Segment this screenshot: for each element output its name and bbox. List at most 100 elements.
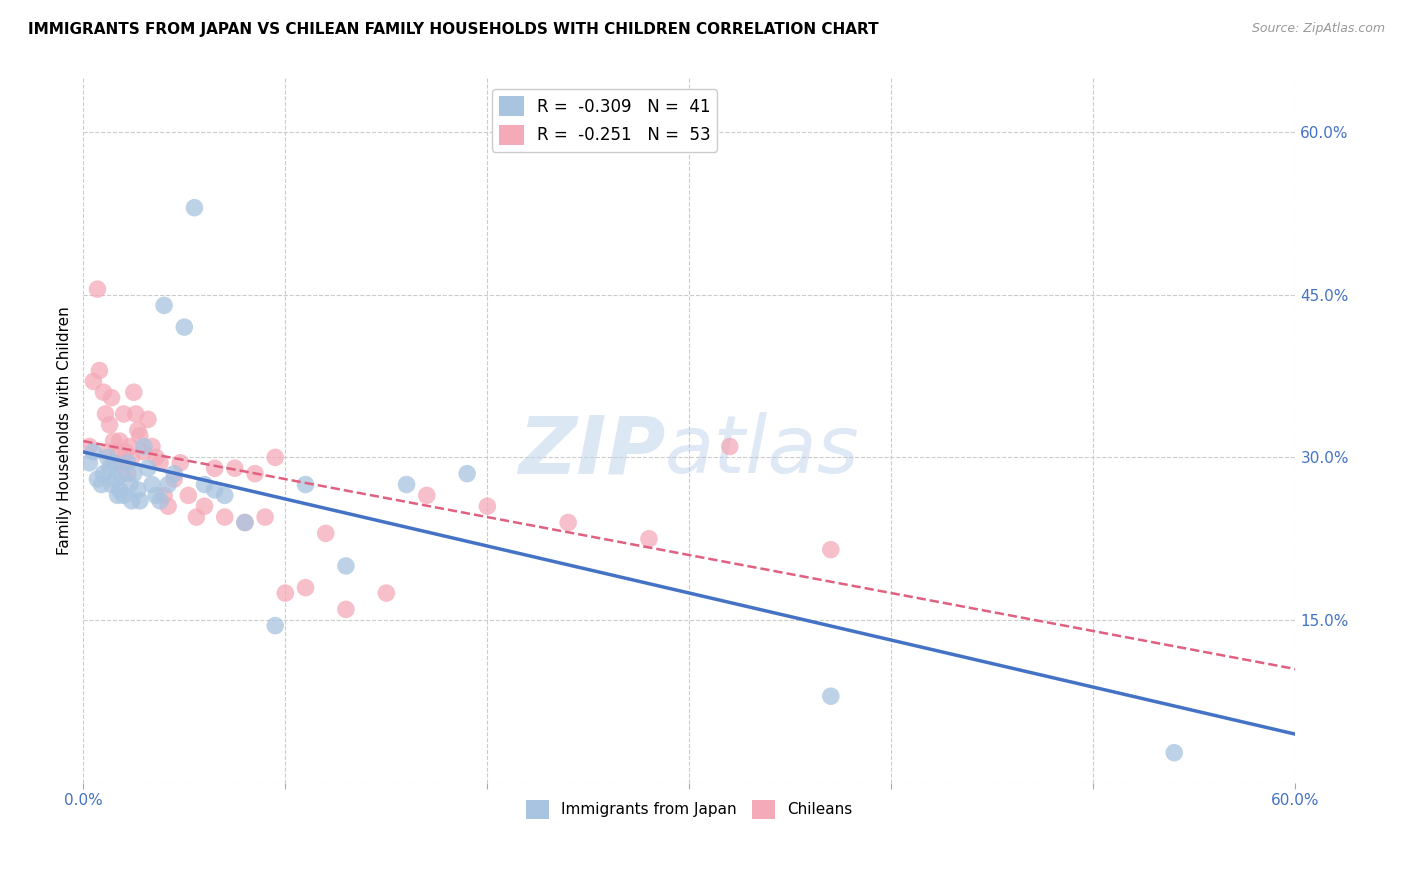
Point bbox=[204, 483, 226, 497]
Point bbox=[125, 407, 148, 421]
Point bbox=[153, 488, 176, 502]
Point bbox=[100, 477, 122, 491]
Point bbox=[233, 516, 256, 530]
Point bbox=[108, 434, 131, 449]
Point bbox=[214, 488, 236, 502]
Point bbox=[96, 450, 118, 465]
Point bbox=[104, 456, 127, 470]
Point bbox=[163, 472, 186, 486]
Point bbox=[98, 461, 121, 475]
Point bbox=[718, 440, 741, 454]
Point bbox=[103, 456, 125, 470]
Point bbox=[157, 477, 180, 491]
Point bbox=[114, 445, 136, 459]
Point bbox=[153, 298, 176, 312]
Point bbox=[82, 445, 104, 459]
Point bbox=[93, 467, 115, 481]
Point bbox=[108, 483, 131, 497]
Point bbox=[254, 510, 277, 524]
Point bbox=[204, 461, 226, 475]
Point bbox=[145, 450, 167, 465]
Point bbox=[183, 201, 205, 215]
Point bbox=[128, 428, 150, 442]
Legend: Immigrants from Japan, Chileans: Immigrants from Japan, Chileans bbox=[520, 794, 859, 825]
Point bbox=[136, 412, 159, 426]
Text: IMMIGRANTS FROM JAPAN VS CHILEAN FAMILY HOUSEHOLDS WITH CHILDREN CORRELATION CHA: IMMIGRANTS FROM JAPAN VS CHILEAN FAMILY … bbox=[28, 22, 879, 37]
Point bbox=[100, 391, 122, 405]
Point bbox=[122, 467, 145, 481]
Point bbox=[233, 516, 256, 530]
Point bbox=[820, 542, 842, 557]
Y-axis label: Family Households with Children: Family Households with Children bbox=[58, 306, 72, 555]
Point bbox=[145, 488, 167, 502]
Point bbox=[103, 434, 125, 449]
Point bbox=[173, 320, 195, 334]
Point bbox=[395, 477, 418, 491]
Point bbox=[89, 363, 111, 377]
Point bbox=[294, 581, 316, 595]
Point bbox=[141, 440, 163, 454]
Text: ZIP: ZIP bbox=[517, 412, 665, 491]
Point bbox=[638, 532, 661, 546]
Point bbox=[294, 477, 316, 491]
Point bbox=[79, 440, 101, 454]
Point bbox=[90, 477, 112, 491]
Point bbox=[193, 500, 215, 514]
Point bbox=[193, 477, 215, 491]
Point bbox=[243, 467, 266, 481]
Point bbox=[274, 586, 297, 600]
Point bbox=[214, 510, 236, 524]
Point bbox=[315, 526, 337, 541]
Point bbox=[127, 483, 149, 497]
Point bbox=[335, 558, 357, 573]
Point bbox=[128, 493, 150, 508]
Point bbox=[79, 456, 101, 470]
Point bbox=[477, 500, 499, 514]
Point bbox=[127, 423, 149, 437]
Point bbox=[224, 461, 246, 475]
Text: atlas: atlas bbox=[665, 412, 860, 491]
Point bbox=[112, 407, 135, 421]
Point bbox=[122, 385, 145, 400]
Point bbox=[169, 456, 191, 470]
Point bbox=[111, 456, 134, 470]
Point bbox=[375, 586, 398, 600]
Point bbox=[163, 467, 186, 481]
Point bbox=[264, 618, 287, 632]
Point bbox=[96, 445, 118, 459]
Point bbox=[107, 445, 129, 459]
Point bbox=[82, 375, 104, 389]
Point bbox=[118, 440, 141, 454]
Point bbox=[118, 477, 141, 491]
Point bbox=[1163, 746, 1185, 760]
Point bbox=[177, 488, 200, 502]
Point bbox=[104, 472, 127, 486]
Point bbox=[98, 417, 121, 432]
Point bbox=[86, 282, 108, 296]
Point bbox=[136, 461, 159, 475]
Point bbox=[157, 500, 180, 514]
Point bbox=[335, 602, 357, 616]
Point bbox=[557, 516, 579, 530]
Point bbox=[86, 472, 108, 486]
Point bbox=[264, 450, 287, 465]
Point bbox=[820, 689, 842, 703]
Point bbox=[456, 467, 478, 481]
Point bbox=[132, 440, 155, 454]
Point bbox=[132, 445, 155, 459]
Point bbox=[121, 450, 143, 465]
Point bbox=[416, 488, 439, 502]
Point bbox=[93, 385, 115, 400]
Point bbox=[141, 477, 163, 491]
Point bbox=[117, 467, 139, 481]
Point bbox=[94, 407, 117, 421]
Point bbox=[117, 456, 139, 470]
Point bbox=[121, 493, 143, 508]
Point bbox=[111, 467, 134, 481]
Point bbox=[112, 488, 135, 502]
Point bbox=[107, 488, 129, 502]
Text: Source: ZipAtlas.com: Source: ZipAtlas.com bbox=[1251, 22, 1385, 36]
Point bbox=[149, 456, 172, 470]
Point bbox=[149, 493, 172, 508]
Point bbox=[186, 510, 208, 524]
